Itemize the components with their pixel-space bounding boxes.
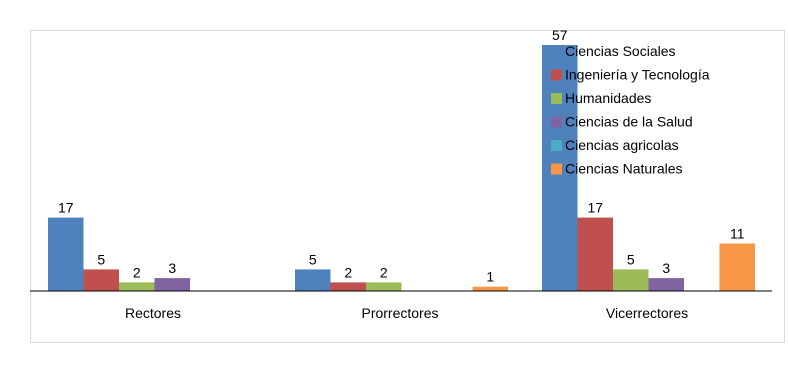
x-tick-label: Vicerrectores (606, 305, 688, 321)
data-label: 17 (588, 200, 604, 216)
legend-swatch (551, 116, 562, 128)
bar-rectores-series-3 (154, 278, 190, 291)
data-label: 11 (730, 226, 745, 242)
legend-label: Humanidades (565, 90, 651, 106)
legend: Ciencias Sociales Ingeniería y Tecnología… (551, 43, 710, 177)
x-tick-label: Prorrectores (361, 305, 438, 321)
x-tick-labels-layer: Rectores Prorrectores Vicerrectores (125, 305, 688, 321)
data-label: 57 (552, 27, 568, 43)
legend-swatch (551, 140, 562, 151)
bar-prorrectores-series-0 (295, 269, 331, 291)
bar-prorrectores-series-1 (330, 282, 366, 291)
x-tick-label: Rectores (125, 305, 181, 321)
legend-label: Ciencias Naturales (565, 161, 683, 177)
bar-vicerrectores-series-1 (577, 217, 613, 291)
legend-swatch (551, 46, 562, 57)
legend-label: Ingeniería y Tecnología (565, 67, 710, 83)
legend-label: Ciencias Sociales (565, 43, 676, 59)
bar-rectores-series-2 (119, 282, 155, 291)
bar-vicerrectores-series-3 (648, 278, 684, 291)
data-label: 2 (380, 264, 388, 280)
data-label: 2 (133, 264, 141, 280)
bar-prorrectores-series-5 (472, 286, 508, 291)
bar-prorrectores-series-2 (366, 282, 402, 291)
data-label: 3 (168, 260, 176, 276)
bar-vicerrectores-series-2 (613, 269, 649, 291)
bars-layer (48, 45, 755, 291)
data-label: 1 (486, 269, 494, 285)
data-label: 2 (344, 264, 352, 280)
bar-vicerrectores-series-5 (719, 243, 755, 291)
data-label: 5 (97, 251, 105, 267)
legend-swatch (551, 69, 562, 81)
data-label: 5 (627, 251, 635, 267)
data-label: 17 (58, 200, 74, 216)
legend-swatch (551, 163, 562, 175)
legend-label: Ciencias agricolas (565, 137, 679, 153)
legend-swatch (551, 93, 562, 104)
bar-rectores-series-0 (48, 217, 84, 291)
bar-rectores-series-1 (83, 269, 119, 291)
legend-label: Ciencias de la Salud (565, 114, 693, 130)
data-label: 5 (309, 251, 317, 267)
data-label: 3 (662, 260, 670, 276)
